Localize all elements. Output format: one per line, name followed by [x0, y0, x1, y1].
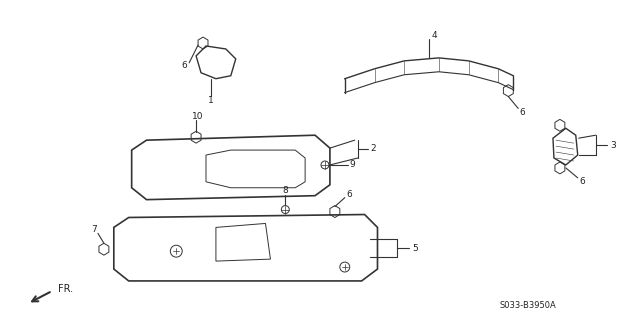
Text: S033-B3950A: S033-B3950A	[500, 301, 557, 310]
Text: FR.: FR.	[58, 284, 74, 294]
Text: 7: 7	[91, 225, 97, 234]
Text: 1: 1	[208, 96, 214, 105]
Text: 6: 6	[519, 108, 525, 117]
Text: 2: 2	[371, 144, 376, 152]
Text: 5: 5	[412, 244, 418, 253]
Text: 4: 4	[431, 31, 437, 40]
Text: 3: 3	[611, 141, 616, 150]
Text: 6: 6	[181, 61, 187, 70]
Text: 9: 9	[350, 160, 356, 169]
Text: 6: 6	[347, 190, 353, 199]
Text: 8: 8	[282, 186, 288, 195]
Text: 6: 6	[580, 177, 586, 186]
Text: 10: 10	[193, 112, 204, 121]
